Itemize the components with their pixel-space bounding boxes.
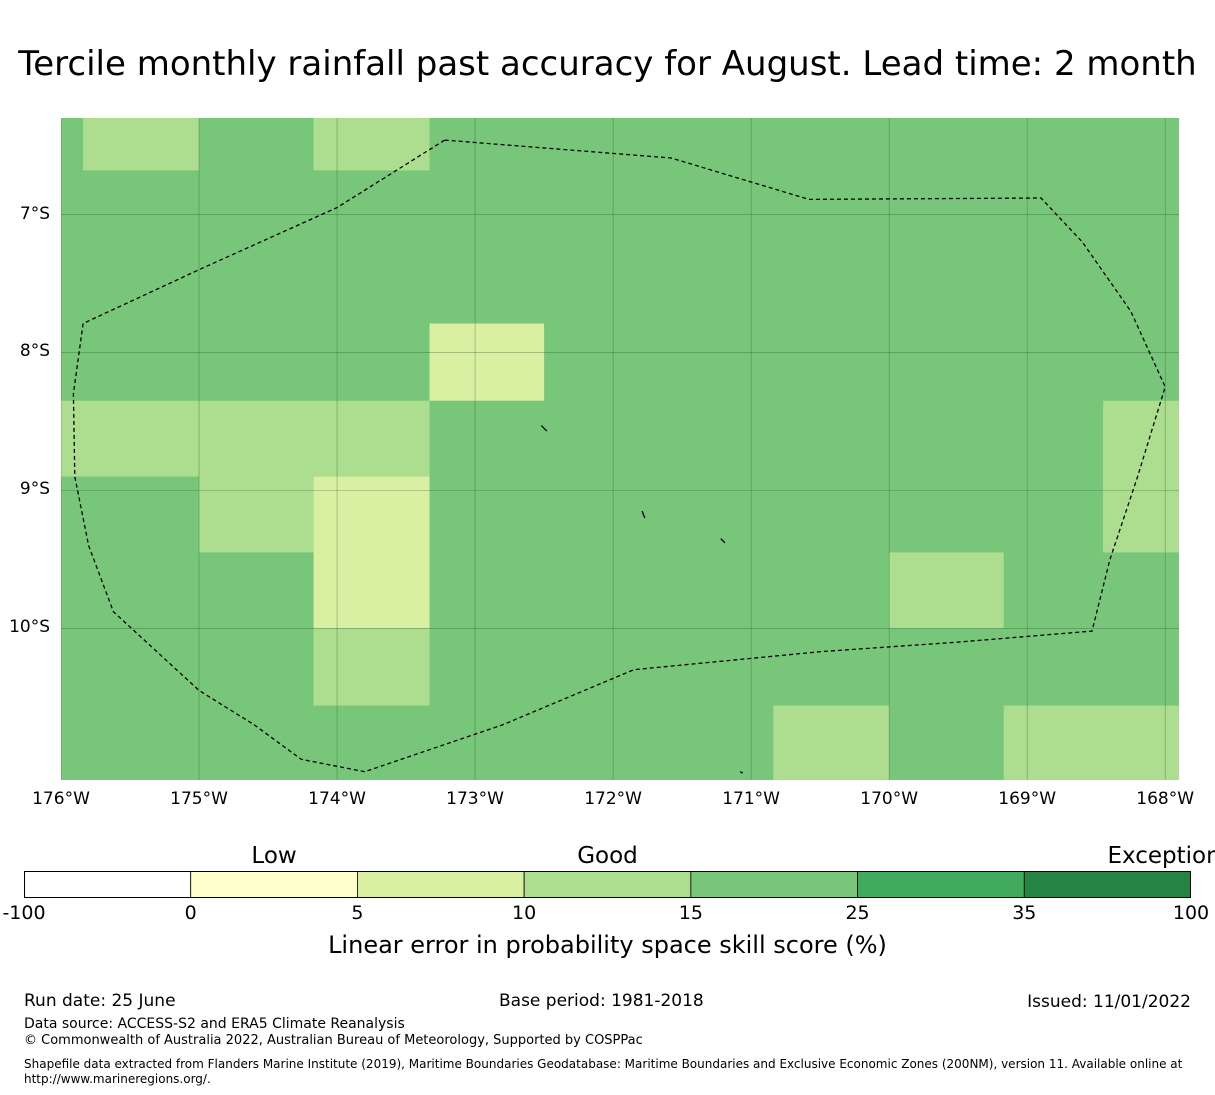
colorbar-bin: [690, 871, 858, 898]
skill-map: [61, 118, 1179, 780]
colorbar-bin: [23, 871, 192, 898]
latitude-tick-label: 7°S: [19, 203, 50, 224]
grid-cell: [773, 705, 890, 780]
grid-cell: [199, 476, 314, 553]
colorbar-tick-label: -100: [2, 902, 46, 924]
latitude-tick-label: 10°S: [9, 617, 50, 638]
colorbar-bin: [1023, 871, 1192, 898]
latitude-tick-label: 8°S: [19, 341, 50, 362]
colorbar-bin: [523, 871, 692, 898]
longitude-tick-label: 170°W: [860, 789, 919, 809]
copyright: © Commonwealth of Australia 2022, Austra…: [24, 1033, 643, 1048]
colorbar-category-label: Exceptional: [1107, 843, 1215, 869]
grid-cell: [199, 400, 430, 477]
colorbar-tick-label: 100: [1172, 902, 1210, 924]
colorbar-frame: [24, 871, 1191, 898]
map-area[interactable]: [61, 118, 1179, 780]
grid-cell: [1103, 400, 1179, 553]
grid-cell: [889, 552, 1004, 629]
grid-cell: [313, 628, 430, 706]
data-source: Data source: ACCESS-S2 and ERA5 Climate …: [24, 1016, 405, 1032]
colorbar-title: Linear error in probability space skill …: [328, 931, 887, 959]
island-outline: [739, 771, 744, 774]
run-date: Run date: 25 June: [24, 991, 176, 1011]
colorbar: [23, 871, 1192, 898]
longitude-tick-label: 173°W: [446, 789, 504, 809]
longitude-tick-label: 168°W: [1136, 789, 1195, 809]
colorbar-tick-label: 35: [1012, 902, 1037, 924]
grid-cell: [429, 323, 545, 401]
colorbar-bin: [190, 871, 358, 898]
longitude-tick-label: 171°W: [722, 789, 780, 809]
island-outline: [641, 510, 646, 519]
island-outline: [720, 538, 726, 544]
colorbar-tick-label: 5: [351, 902, 364, 924]
grid-cell: [313, 476, 430, 629]
grid-cell: [83, 118, 200, 171]
longitude-tick-label: 176°W: [32, 789, 90, 809]
colorbar-svg: [23, 871, 1192, 898]
longitude-tick-label: 172°W: [584, 789, 642, 809]
colorbar-category-label: Low: [251, 843, 297, 869]
colorbar-tick-label: 25: [845, 902, 870, 924]
colorbar-tick-label: 15: [678, 902, 703, 924]
longitude-tick-label: 174°W: [308, 789, 366, 809]
colorbar-bin: [357, 871, 525, 898]
colorbar-bin: [857, 871, 1025, 898]
longitude-tick-label: 175°W: [170, 789, 228, 809]
colorbar-tick-label: 10: [512, 902, 537, 924]
grid-cell: [313, 118, 430, 171]
eez-boundary: [72, 139, 1166, 773]
latitude-tick-label: 9°S: [19, 479, 50, 500]
grid-cell: [61, 400, 200, 477]
colorbar-category-label: Good: [577, 843, 638, 869]
base-period: Base period: 1981-2018: [499, 991, 704, 1011]
issued-date: Issued: 11/01/2022: [1027, 992, 1191, 1012]
colorbar-tick-label: 0: [184, 902, 197, 924]
longitude-tick-label: 169°W: [998, 789, 1057, 809]
grid-cell: [1003, 705, 1179, 780]
shapefile-note: Shapefile data extracted from Flanders M…: [24, 1057, 1183, 1086]
map-title: Tercile monthly rainfall past accuracy f…: [18, 44, 1197, 84]
island-outline: [540, 425, 548, 432]
